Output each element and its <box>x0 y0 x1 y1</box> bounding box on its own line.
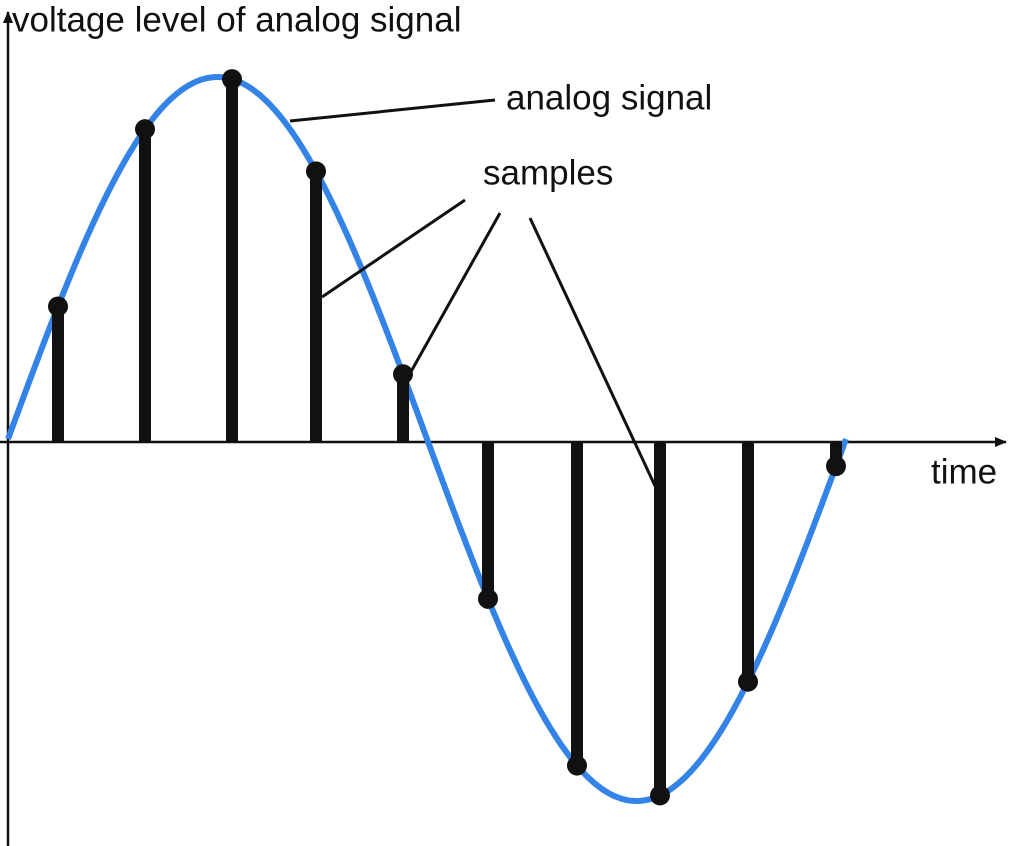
callout-line <box>528 217 658 489</box>
sample-dot <box>222 69 242 90</box>
y-axis-label: voltage level of analog signal <box>12 0 461 39</box>
sample-dot <box>738 671 758 692</box>
sample-dot <box>650 785 670 806</box>
callout-label: samples <box>483 153 613 192</box>
sample-dot <box>478 588 498 609</box>
analog-signal-curve <box>5 74 849 804</box>
callout-line <box>406 212 502 378</box>
sample-dot <box>826 456 846 477</box>
sample-dot <box>393 364 413 385</box>
sample-dot <box>135 119 155 140</box>
x-axis-label: time <box>931 452 997 491</box>
sample-dot <box>306 161 326 182</box>
callout-line <box>321 198 466 299</box>
sample-dot <box>48 296 68 317</box>
callout-line <box>289 98 496 123</box>
callout-lines <box>289 98 658 489</box>
callout-label: analog signal <box>506 78 712 117</box>
samples <box>48 69 846 806</box>
sample-dot <box>567 755 587 776</box>
